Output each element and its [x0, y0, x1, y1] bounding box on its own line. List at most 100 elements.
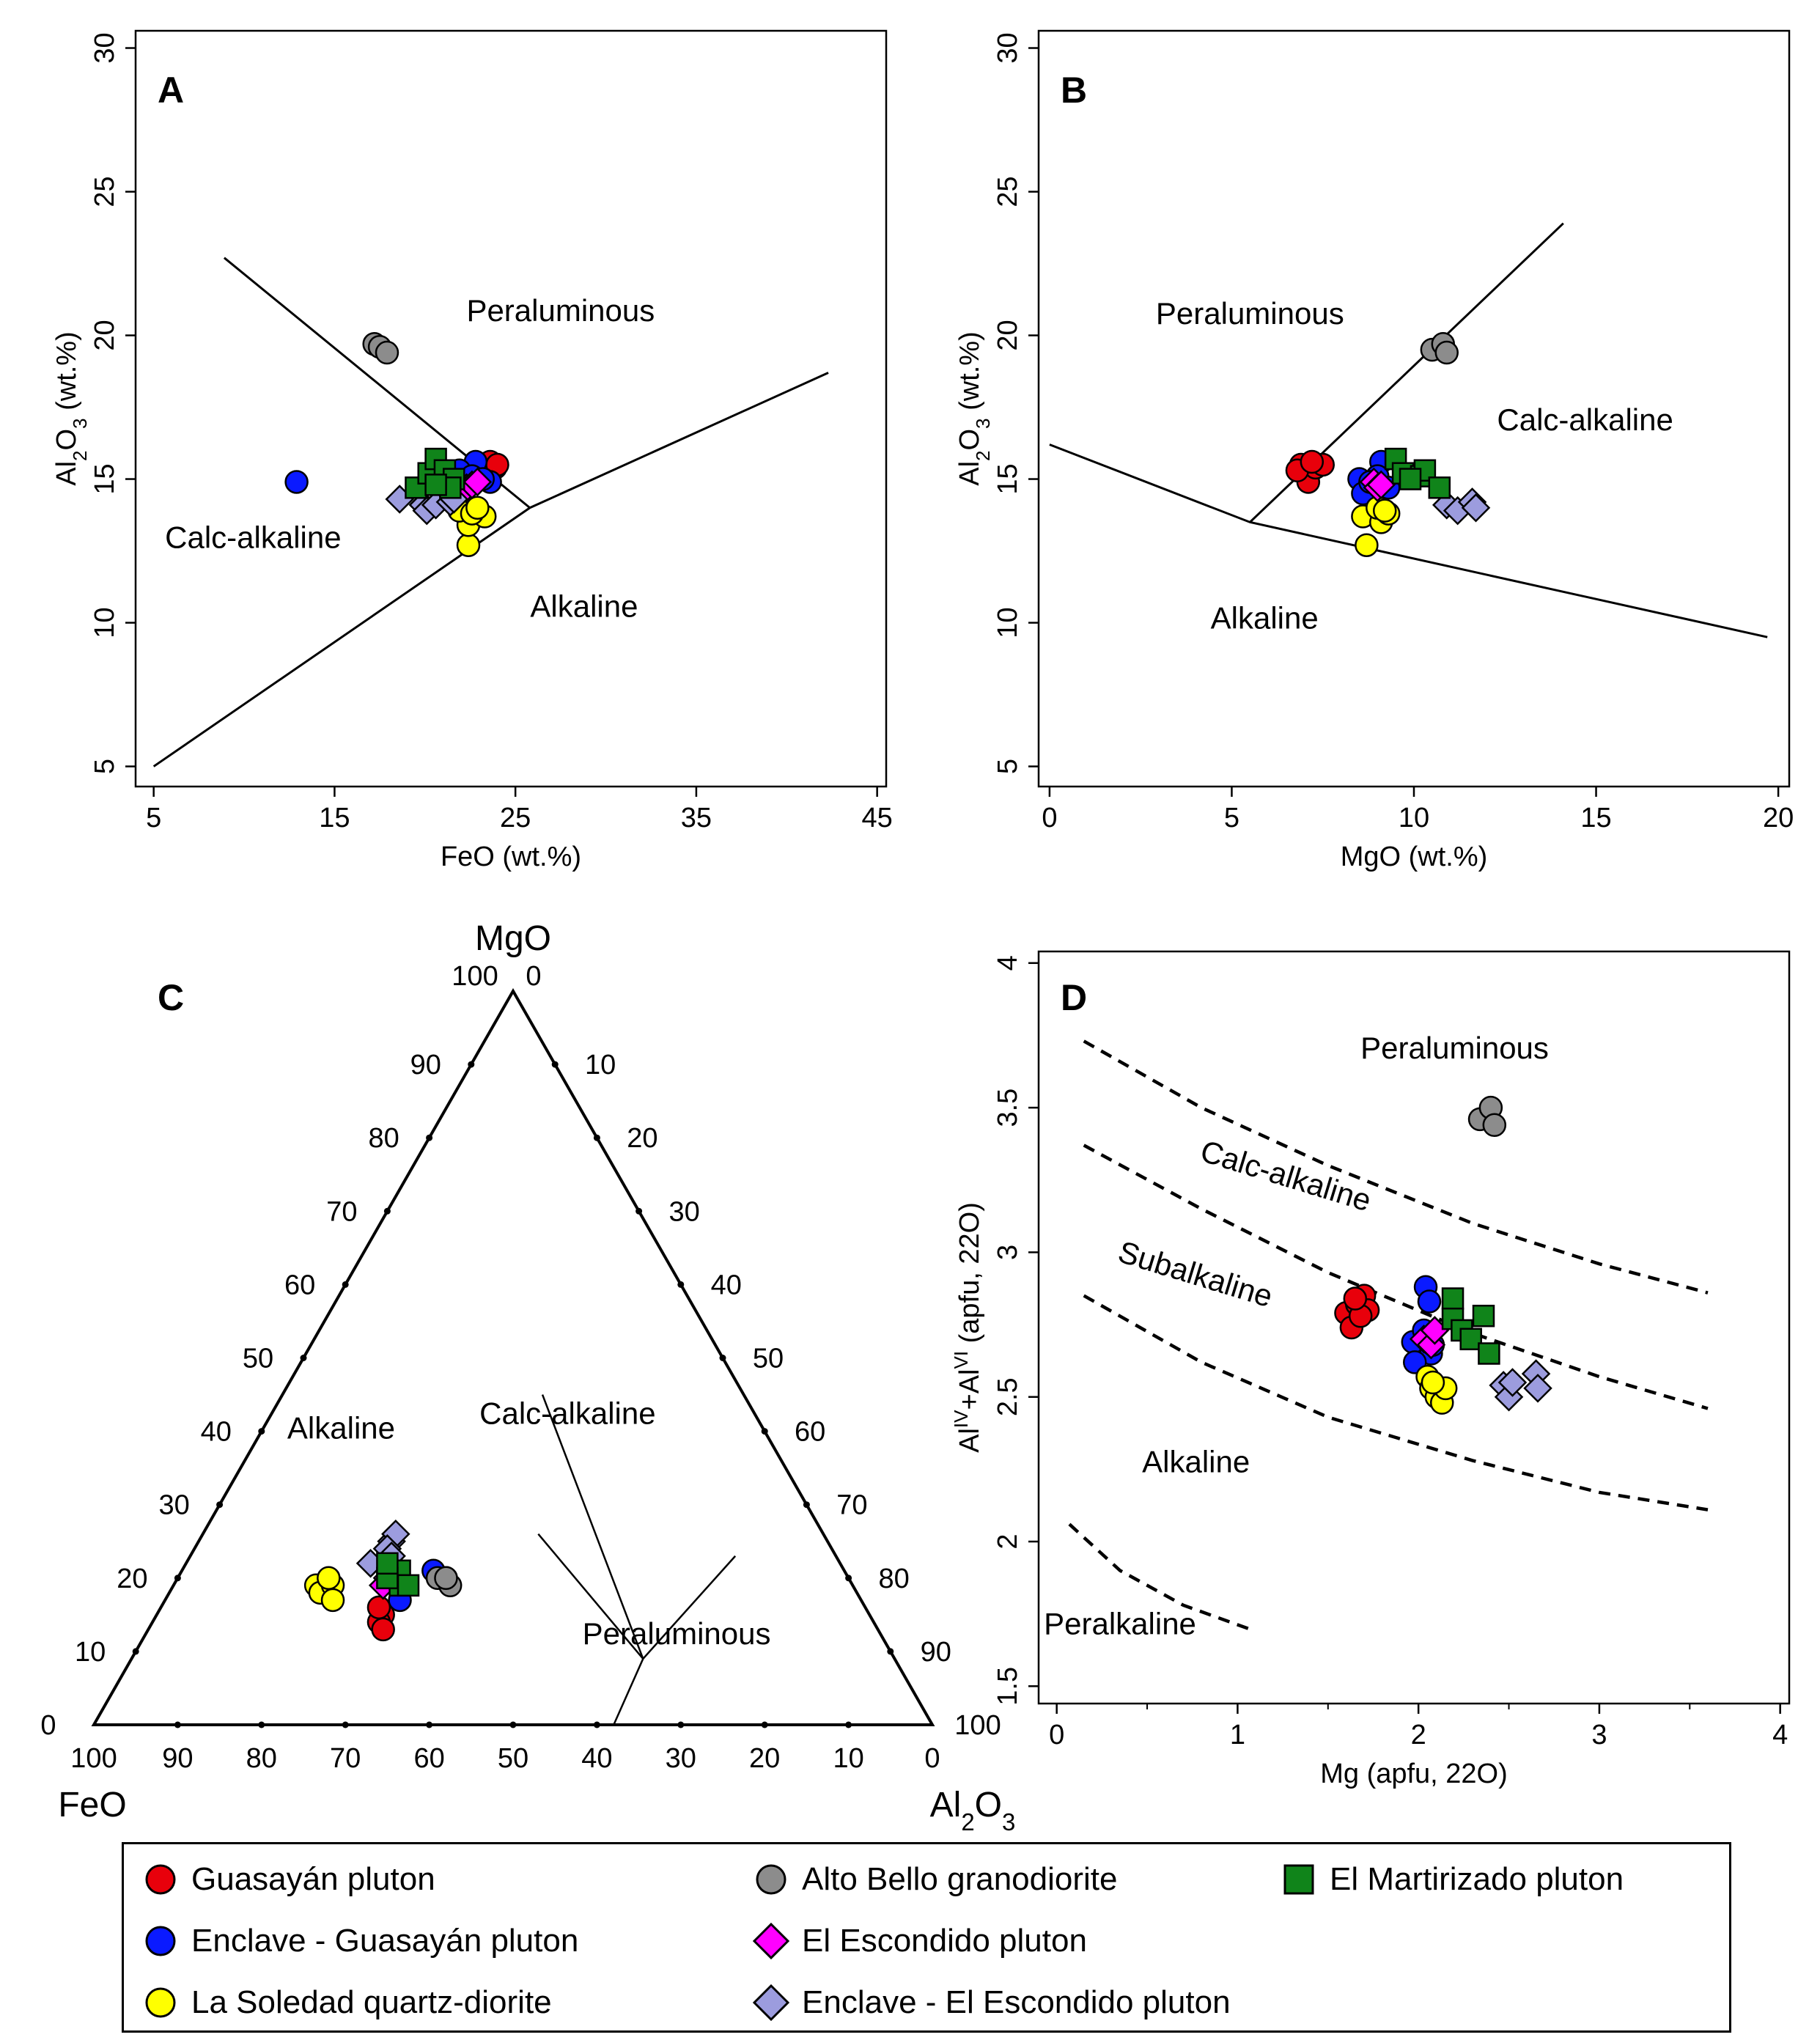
- x-tick-label: 2: [1411, 1720, 1426, 1750]
- bottom-axis-tick-label: 60: [413, 1743, 444, 1774]
- apex-tick-label: 0: [526, 961, 541, 992]
- label-part: Al: [954, 1428, 985, 1453]
- panel-label: A: [158, 70, 184, 111]
- field-boundary-line: [642, 1555, 737, 1660]
- data-point-martirizado: [1428, 476, 1451, 499]
- x-tick-label: 1: [1230, 1720, 1245, 1750]
- ternary-tick-dot: [426, 1721, 433, 1728]
- x-axis-label: FeO (wt.%): [441, 842, 581, 872]
- legend: Guasayán pluton Enclave - Guasayán pluto…: [122, 1842, 1731, 2033]
- label-part: Al: [954, 461, 985, 486]
- legend-label-enclave-guasayan: Enclave - Guasayán pluton: [191, 1923, 579, 1959]
- ternary-tick-dot: [426, 1134, 433, 1141]
- label-part: (wt.%): [51, 331, 82, 418]
- data-point-soledad: [1421, 1370, 1445, 1395]
- data-point-soledad: [317, 1566, 341, 1591]
- legend-item-alto-bello: Alto Bello granodiorite: [751, 1857, 1117, 1901]
- field-boundary-line: [541, 1394, 644, 1660]
- ternary-tick-dot: [509, 1721, 517, 1728]
- bottom-axis-tick-label: 100: [70, 1743, 117, 1774]
- legend-label-alto-bello: Alto Bello granodiorite: [802, 1861, 1118, 1897]
- legend-label-enclave-escondido: Enclave - El Escondido pluton: [802, 1984, 1231, 2020]
- x-tick-label: 0: [1049, 1720, 1064, 1750]
- label-part: 3: [972, 418, 994, 428]
- ternary-tick-dot: [174, 1721, 181, 1728]
- ternary-tick-dot: [593, 1134, 600, 1141]
- label-part: 2: [972, 450, 994, 460]
- legend-item-enclave-escondido: Enclave - El Escondido pluton: [751, 1981, 1231, 2025]
- x-tick-label: 5: [146, 803, 161, 833]
- x-tick-label: 25: [500, 803, 531, 833]
- right-axis-tick-label: 50: [753, 1344, 784, 1374]
- legend-label-martirizado: El Martirizado pluton: [1330, 1861, 1624, 1897]
- ternary-tick-dot: [677, 1281, 685, 1288]
- field-label: Peralkaline: [1044, 1606, 1196, 1641]
- data-point-soledad: [456, 533, 481, 557]
- apex-label-feo: FeO: [58, 1786, 126, 1824]
- data-point-enclave_escondido: [1461, 493, 1491, 523]
- ternary-tick-dot: [342, 1721, 349, 1728]
- right-axis-tick-label: 90: [921, 1637, 951, 1668]
- left-axis-tick-label: 60: [284, 1270, 315, 1300]
- data-point-martirizado: [1459, 1328, 1482, 1351]
- panel-b: B 0 5 10 15 20 5 10 15 20 25 30 MgO (wt.%) Al2O3 (wt.…: [954, 29, 1794, 872]
- legend-marker-circle-red: [145, 1864, 176, 1895]
- panel-label: C: [158, 977, 184, 1018]
- left-axis-tick-label: 30: [158, 1490, 189, 1521]
- ternary-tick-dot: [677, 1721, 685, 1728]
- bottom-axis-tick-label: 70: [330, 1743, 361, 1774]
- legend-label-guasayan: Guasayán pluton: [191, 1861, 435, 1897]
- x-axis-label: MgO (wt.%): [1341, 842, 1488, 872]
- data-point-enclave_escondido: [1523, 1374, 1552, 1403]
- y-tick-label: 20: [992, 320, 1023, 350]
- y-axis-label: AlIV+AlVI (apfu, 22O): [950, 1202, 985, 1453]
- bottom-axis-tick-label: 90: [162, 1743, 193, 1774]
- label-part: Al: [51, 461, 82, 486]
- label-part: 2: [961, 1808, 974, 1835]
- apex-label-mgo: MgO: [475, 919, 551, 958]
- x-tick-label: 15: [1580, 803, 1611, 833]
- ternary-tick-dot: [468, 1061, 475, 1068]
- y-tick-label: 2.5: [992, 1377, 1023, 1416]
- field-boundary-dashed: [1083, 1039, 1709, 1295]
- x-tick-label: 5: [1224, 803, 1239, 833]
- legend-label-escondido: El Escondido pluton: [802, 1923, 1087, 1959]
- right-axis-tick-label: 10: [585, 1050, 616, 1080]
- ternary-tick-dot: [719, 1355, 726, 1361]
- y-tick-label: 10: [992, 607, 1023, 638]
- x-tick-label: 0: [1042, 803, 1057, 833]
- field-boundary-line: [152, 372, 829, 767]
- ternary-tick-dot: [132, 1648, 139, 1655]
- ternary-tick-dot: [383, 1207, 391, 1215]
- field-label: Alkaline: [287, 1411, 395, 1446]
- x-tick-label: 45: [862, 803, 893, 833]
- plot-frame: [1037, 29, 1791, 788]
- left-axis-tick-label: 70: [326, 1196, 357, 1227]
- ternary-tick-dot: [761, 1428, 768, 1435]
- field-label: Alkaline: [530, 589, 638, 624]
- ternary-tick-dot: [258, 1428, 265, 1435]
- y-tick-label: 20: [89, 320, 120, 350]
- y-tick-label: 5: [992, 759, 1023, 774]
- ternary-tick-dot: [174, 1575, 181, 1582]
- label-part: O: [51, 429, 82, 451]
- label-part: Al: [930, 1786, 962, 1824]
- data-point-guasayan: [1300, 449, 1325, 474]
- data-point-martirizado: [1478, 1342, 1500, 1365]
- left-axis-tick-label: 10: [75, 1637, 106, 1668]
- x-axis-label: Mg (apfu, 22O): [1320, 1759, 1508, 1789]
- y-tick-label: 5: [89, 759, 120, 774]
- right-axis-tick-label: 30: [668, 1196, 699, 1227]
- right-axis-tick-label: 70: [836, 1490, 867, 1521]
- data-point-alto_bello: [375, 340, 399, 365]
- x-tick-label: 35: [681, 803, 712, 833]
- data-point-alto_bello: [1434, 340, 1459, 365]
- legend-marker-circle-grey: [756, 1864, 786, 1895]
- y-tick-label: 25: [992, 176, 1023, 207]
- ternary-tick-dot: [551, 1061, 559, 1068]
- bottom-axis-tick-label: 0: [924, 1743, 940, 1774]
- legend-marker-diamond-magenta: [752, 1922, 790, 1960]
- y-tick-label: 25: [89, 176, 120, 207]
- data-point-guasayan: [1343, 1286, 1368, 1311]
- field-label: Peraluminous: [1360, 1031, 1549, 1065]
